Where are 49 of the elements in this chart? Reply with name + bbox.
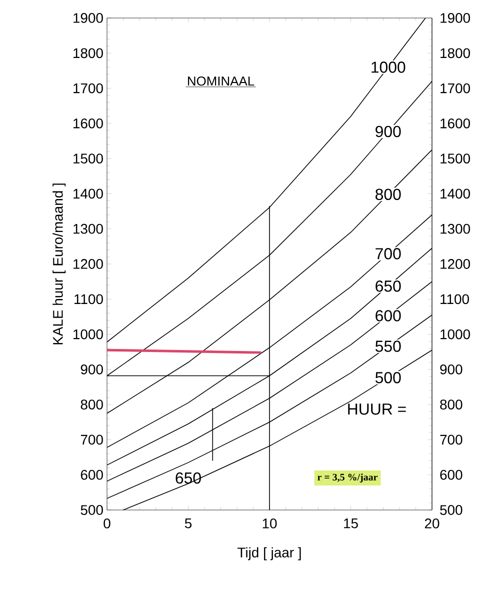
series-label: 500	[375, 372, 401, 384]
series-label: 600	[376, 310, 401, 322]
annotation: 650	[176, 472, 201, 484]
y-axis-title: KALE huur [ Euro/maand ]	[52, 184, 66, 344]
y-tick-label: 1400	[74, 188, 103, 199]
x-tick-label: 15	[344, 518, 358, 528]
y-tick-label: 1700	[74, 83, 103, 94]
y-tick-label: 1300	[74, 224, 103, 234]
y-tick-label: 1200	[74, 259, 103, 269]
y2-tick-label: 1900	[440, 13, 470, 23]
y-tick-label: 1100	[74, 294, 103, 304]
y-tick-label: 1500	[74, 154, 103, 164]
series-label: 550	[375, 340, 401, 352]
y2-tick-label: 1100	[440, 294, 469, 304]
series-label: 700	[376, 248, 401, 260]
y2-tick-label: 600	[440, 470, 462, 480]
y2-tick-label: 1800	[440, 48, 470, 58]
y-tick-label: 1000	[74, 329, 103, 340]
y2-tick-label: 1000	[440, 329, 470, 340]
y-tick-label: 700	[80, 434, 103, 445]
y-tick-label: 1600	[74, 118, 103, 128]
x-tick-label: 0	[104, 518, 110, 528]
series-label: 900	[376, 126, 401, 138]
x-tick-label: 5	[184, 518, 192, 528]
y2-tick-label: 1500	[440, 154, 470, 164]
y2-tick-label: 1400	[440, 188, 470, 199]
y-tick-label: 1900	[74, 13, 103, 23]
y-tick-label: 1800	[74, 48, 103, 58]
annotation: r = 3,5 %/jaar	[318, 473, 378, 483]
y2-tick-label: 700	[440, 434, 462, 445]
series-label: 650	[376, 280, 401, 292]
x-axis-title: Tijd [ jaar ]	[238, 547, 301, 560]
annotation: NOMINAAL	[188, 76, 254, 86]
y-tick-label: 800	[80, 400, 103, 410]
y-tick-label: 500	[80, 505, 103, 515]
y2-tick-label: 1200	[440, 259, 470, 269]
y2-tick-label: 1700	[440, 83, 470, 94]
series-label: 800	[376, 188, 401, 200]
x-tick-label: 10	[262, 518, 277, 528]
annotation: HUUR =	[348, 404, 406, 415]
y2-tick-label: 1600	[440, 118, 470, 128]
y2-tick-label: 1300	[440, 224, 470, 234]
y2-tick-label: 900	[440, 364, 462, 374]
y-tick-label: 900	[80, 364, 103, 374]
y-tick-label: 600	[80, 470, 103, 480]
x-tick-label: 20	[424, 518, 440, 528]
series-label: 1000	[372, 62, 406, 73]
y2-tick-label: 800	[440, 400, 462, 410]
y2-tick-label: 500	[440, 505, 462, 515]
